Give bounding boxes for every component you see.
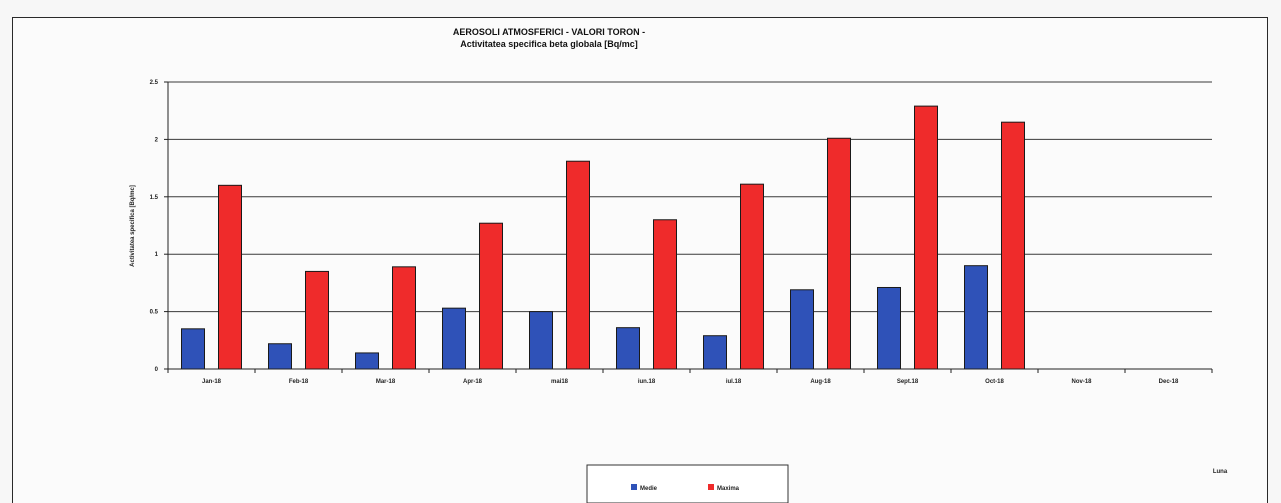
legend-label-medie: Medie — [640, 486, 658, 492]
legend-box — [586, 464, 789, 503]
bar-medie-jan-18 — [181, 328, 205, 370]
x-tick-label: Nov-18 — [1071, 379, 1092, 385]
y-tick-label: 1 — [155, 252, 159, 258]
bar-maxima-iul-18 — [740, 183, 764, 370]
bar-maxima-aug-18 — [827, 137, 851, 370]
x-tick-label: Oct-18 — [985, 379, 1004, 385]
y-tick-labels: 0 0.5 1 1.5 2 2.5 — [150, 80, 159, 373]
y-axis-label: Activitatea specifica [Bq/mc] — [130, 185, 136, 267]
bar-maxima-mai18 — [566, 160, 590, 370]
bar-medie-iun-18 — [616, 327, 640, 370]
axes — [164, 81, 1213, 373]
bar-maxima-jan-18 — [218, 184, 242, 370]
bar-maxima-apr-18 — [479, 222, 503, 370]
bar-medie-feb-18 — [268, 343, 292, 370]
bar-medie-sept-18 — [877, 286, 901, 370]
x-tick-label: iul.18 — [726, 379, 742, 385]
x-tick-label: mai18 — [551, 379, 569, 385]
y-tick-label: 0.5 — [150, 310, 159, 316]
bar-medie-oct-18 — [964, 265, 988, 370]
chart-title: AEROSOLI ATMOSFERICI - VALORI TORON - — [453, 27, 645, 37]
bar-medie-mai18 — [529, 311, 553, 370]
bar-medie-mar-18 — [355, 352, 379, 370]
bar-maxima-iun-18 — [653, 219, 677, 370]
legend-swatch-medie — [631, 484, 637, 490]
bars — [181, 105, 1025, 370]
bar-maxima-feb-18 — [305, 270, 329, 370]
x-tick-label: Feb-18 — [289, 379, 309, 385]
gridlines — [168, 81, 1212, 313]
x-tick-label: Dec-18 — [1159, 379, 1179, 385]
bar-medie-aug-18 — [790, 289, 814, 370]
x-tick-label: Jan-18 — [202, 379, 222, 385]
legend-swatch-maxima — [708, 484, 714, 490]
chart-legend: Medie Maxima — [586, 464, 789, 503]
y-tick-label: 1.5 — [150, 195, 159, 201]
bar-medie-iul-18 — [703, 335, 727, 370]
legend-label-maxima: Maxima — [717, 486, 740, 492]
y-tick-label: 2.5 — [150, 80, 159, 86]
y-tick-label: 0 — [155, 367, 159, 373]
x-tick-label: Mar-18 — [376, 379, 396, 385]
x-tick-label: Aug-18 — [810, 379, 831, 385]
bar-maxima-oct-18 — [1001, 121, 1025, 370]
y-tick-label: 2 — [155, 137, 159, 143]
x-tick-label: Sept.18 — [897, 379, 919, 385]
chart-subtitle: Activitatea specifica beta globala [Bq/m… — [460, 39, 638, 49]
x-axis-label: Luna — [1213, 469, 1228, 475]
bar-maxima-mar-18 — [392, 266, 416, 370]
bar-maxima-sept-18 — [914, 105, 938, 370]
x-tick-labels: Jan-18 Feb-18 Mar-18 Apr-18 mai18 iun.18 iul.1… — [202, 379, 1179, 385]
bar-medie-apr-18 — [442, 307, 466, 370]
x-tick-label: iun.18 — [638, 379, 656, 385]
x-tick-label: Apr-18 — [463, 379, 483, 385]
